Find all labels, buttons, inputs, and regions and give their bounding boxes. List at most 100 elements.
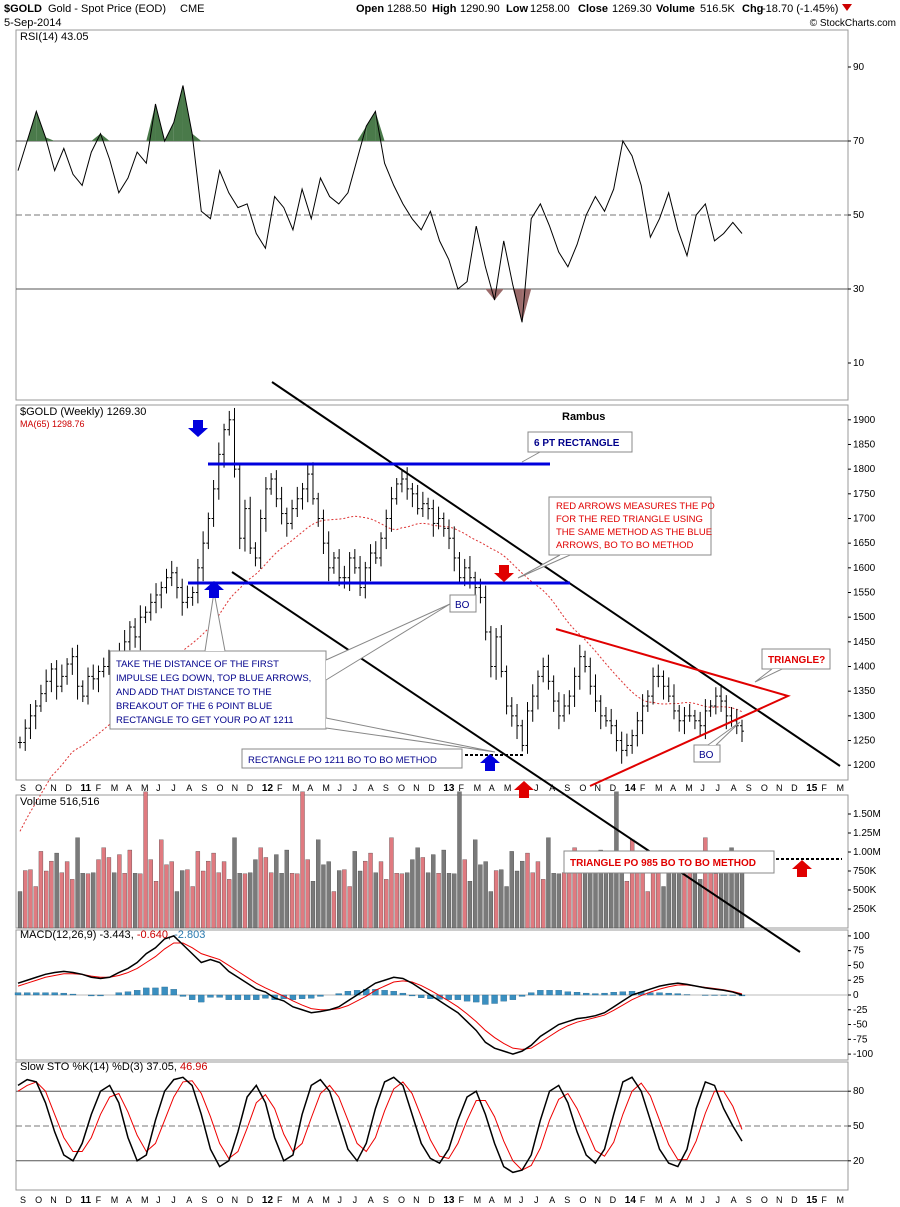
volume-bar bbox=[138, 873, 143, 929]
sto-tick-label: 50 bbox=[853, 1121, 865, 1132]
rsi-legend: RSI(14) 43.05 bbox=[20, 31, 88, 43]
channel-upper-line bbox=[271, 381, 841, 767]
blue-up-arrow-icon bbox=[204, 581, 224, 598]
month-axis-bottom-label: N bbox=[232, 1195, 239, 1205]
month-axis-top-label: M bbox=[655, 783, 663, 793]
price-tick-label: 1350 bbox=[853, 686, 876, 697]
price-tick-label: 1750 bbox=[853, 489, 876, 500]
macd-value: -3.443 bbox=[99, 929, 130, 941]
red-arrows-note: RED ARROWS MEASURES THE PO FOR THE RED T… bbox=[556, 501, 717, 551]
month-axis-top-label: M bbox=[474, 783, 482, 793]
macd-hist-bar bbox=[564, 991, 572, 996]
sto-tick-label: 20 bbox=[853, 1156, 865, 1167]
month-axis-top-label: F bbox=[458, 783, 464, 793]
macd-hist-bar bbox=[656, 992, 663, 996]
volume-bar bbox=[462, 859, 467, 929]
price-tick-label: 1550 bbox=[853, 588, 876, 599]
macd-hist-bar bbox=[473, 994, 480, 1003]
macd-tick-label: 100 bbox=[853, 931, 870, 942]
volume-legend: Volume 516,516 bbox=[20, 796, 100, 808]
volume-bar bbox=[645, 891, 650, 929]
volume-bar bbox=[23, 870, 28, 929]
low-value: 1258.00 bbox=[530, 3, 570, 15]
volume-bar bbox=[54, 852, 59, 929]
rsi-overbought-fill bbox=[375, 111, 385, 141]
volume-bar bbox=[446, 873, 452, 929]
macd-hist-bar bbox=[69, 993, 77, 996]
month-axis-top-label: O bbox=[579, 783, 586, 793]
month-axis-bottom-label: J bbox=[519, 1195, 524, 1205]
volume-bar bbox=[122, 873, 127, 929]
volume-bar bbox=[242, 873, 248, 929]
month-axis-bottom: S O N D 11 F M A M J J A S O N D 12 F M A M J J A S O N D 13 F M A M J J A S… bbox=[20, 1195, 844, 1206]
month-axis-bottom-label: 11 bbox=[80, 1195, 91, 1206]
month-axis-bottom-label: M bbox=[474, 1195, 482, 1205]
volume-bar bbox=[473, 839, 478, 929]
rsi-overbought-fill bbox=[45, 137, 55, 141]
volume-bar bbox=[91, 872, 96, 929]
chart-header: $GOLD Gold - Spot Price (EOD) CME 5-Sep-… bbox=[4, 3, 896, 29]
month-axis-top-label: J bbox=[353, 783, 358, 793]
month-axis-bottom-label: A bbox=[670, 1195, 676, 1205]
volume-bar bbox=[49, 860, 54, 929]
month-axis-top-label: S bbox=[201, 783, 207, 793]
month-axis-bottom-label: M bbox=[292, 1195, 300, 1205]
month-axis-top-label: O bbox=[35, 783, 42, 793]
volume-bar bbox=[352, 851, 357, 929]
volume-bar bbox=[514, 870, 520, 929]
macd-hist-bar bbox=[665, 992, 672, 996]
price-tick-label: 1900 bbox=[853, 415, 876, 426]
macd-tick-label: 25 bbox=[853, 975, 865, 986]
six-pt-rect-label: 6 PT RECTANGLE bbox=[534, 438, 620, 449]
volume-bar bbox=[316, 839, 321, 929]
month-axis-bottom-label: M bbox=[111, 1195, 119, 1205]
month-axis-bottom-label: M bbox=[655, 1195, 663, 1205]
month-axis-top-label: S bbox=[746, 783, 752, 793]
volume-bar bbox=[206, 860, 211, 929]
month-axis-top-label: S bbox=[383, 783, 389, 793]
volume-bar bbox=[253, 859, 258, 929]
macd-hist-bar bbox=[619, 991, 627, 996]
month-axis-top-label: N bbox=[595, 783, 602, 793]
volume-bar bbox=[561, 872, 567, 929]
volume-bar bbox=[739, 872, 745, 929]
volume-bar bbox=[650, 870, 656, 929]
volume-bar bbox=[248, 872, 253, 929]
macd-hist-bar bbox=[592, 993, 599, 996]
macd-hist-bar bbox=[390, 991, 397, 996]
volume-bar bbox=[687, 872, 692, 929]
volume-label: Volume bbox=[656, 3, 695, 15]
price-tick-label: 1600 bbox=[853, 563, 876, 574]
volume-bar bbox=[509, 851, 514, 929]
d-value: 46.96 bbox=[180, 1061, 208, 1073]
volume-bar bbox=[38, 851, 44, 929]
volume-bar bbox=[363, 860, 368, 929]
price-panel: $GOLD (Weekly) 1269.30 MA(65) 1298.76 Ra… bbox=[18, 406, 876, 832]
volume-bar bbox=[373, 872, 378, 929]
volume-value: 516.5K bbox=[700, 3, 736, 15]
macd-hist-bar bbox=[491, 994, 498, 1004]
rambus-label: Rambus bbox=[562, 411, 605, 423]
price-tick-label: 1300 bbox=[853, 711, 876, 722]
volume-bar bbox=[452, 873, 457, 929]
month-axis-bottom-label: N bbox=[595, 1195, 602, 1205]
macd-tick-label: 0 bbox=[853, 990, 859, 1001]
volume-bar bbox=[305, 859, 310, 929]
bo-box-1 bbox=[449, 594, 477, 613]
volume-bar bbox=[112, 872, 117, 929]
bo-box-2 bbox=[693, 744, 721, 763]
volume-bar bbox=[216, 872, 221, 929]
macd-hist-bar bbox=[280, 994, 287, 999]
rsi-overbought-fill bbox=[192, 133, 202, 141]
macd-hist-bar bbox=[234, 994, 242, 1000]
macd-hist-bar bbox=[152, 987, 159, 996]
red-down-arrow-icon bbox=[494, 565, 514, 582]
month-axis-bottom-label: J bbox=[534, 1195, 539, 1205]
macd-tick-label: 50 bbox=[853, 960, 865, 971]
instrument-name: Gold - Spot Price (EOD) bbox=[48, 3, 166, 15]
red-up-arrow-icon bbox=[514, 781, 534, 798]
volume-bar bbox=[195, 851, 201, 929]
macd-hist-bar bbox=[124, 991, 132, 996]
month-axis-bottom-label: M bbox=[685, 1195, 693, 1205]
volume-bar bbox=[347, 886, 352, 929]
